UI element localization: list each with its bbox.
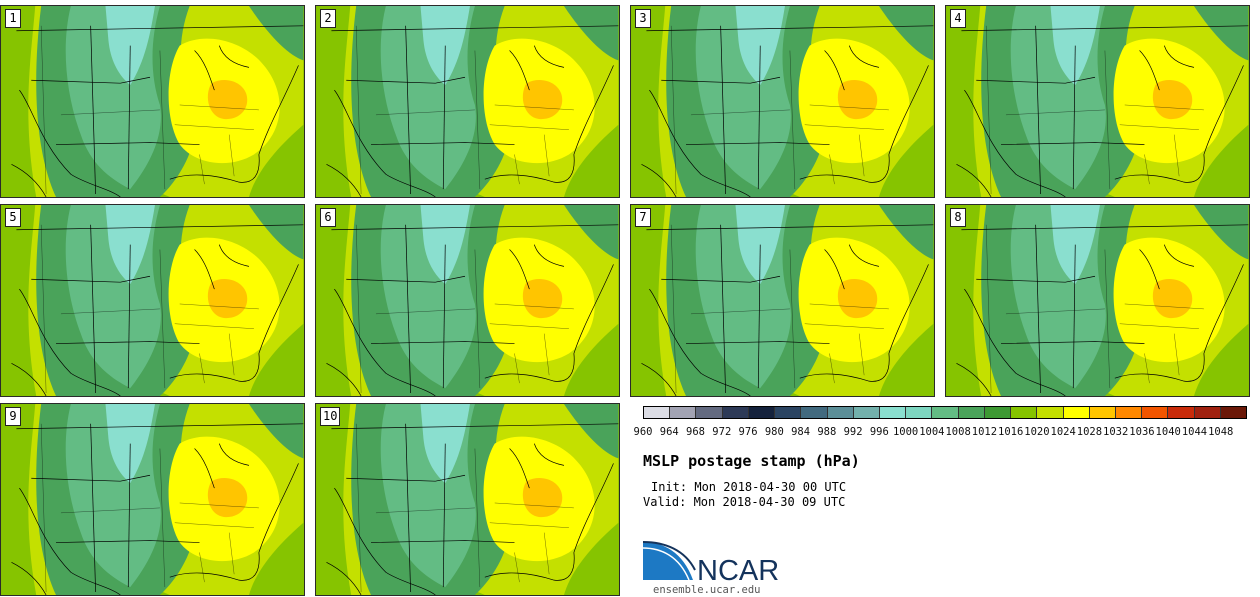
- colorbar-tick-label: 1012: [971, 426, 998, 438]
- colorbar-labels: 960 964 968 972 976 980 984 988 992 996 1000 1004 10…: [634, 426, 1247, 438]
- colorbar-tick-label: 1048: [1208, 426, 1234, 438]
- colorbar-tick-label: 992: [843, 426, 863, 438]
- colorbar-segment: [1011, 407, 1038, 418]
- colorbar-segment: [827, 407, 854, 418]
- map-panel-8: 8: [945, 204, 1250, 397]
- colorbar-tick-label: 1004: [919, 426, 945, 438]
- panel-number: 10: [320, 407, 341, 426]
- panel-number: 1: [5, 9, 21, 28]
- ncar-logo-arc: [643, 541, 696, 571]
- colorbar-tick-label: 1016: [997, 426, 1024, 438]
- colorbar-tick-label: 968: [686, 426, 705, 438]
- colorbar-segment: [879, 407, 907, 418]
- init-time: Init: Mon 2018-04-30 00 UTC: [651, 480, 847, 494]
- colorbar-tick-label: 984: [791, 426, 811, 438]
- colorbar-segment: [1089, 407, 1116, 418]
- ncar-logo: NCAR: [643, 541, 779, 584]
- colorbar-tick-label: 960: [633, 426, 653, 438]
- map-panel-7: 7: [630, 204, 935, 397]
- logo-url: ensemble.ucar.edu: [653, 584, 761, 596]
- map-panel-4: 4: [945, 5, 1250, 198]
- mslp-map: [1, 404, 304, 595]
- colorbar-segment: [1115, 407, 1143, 418]
- colorbar-tick-label: 964: [659, 426, 679, 438]
- panel-number: 3: [635, 9, 651, 28]
- mslp-map: [631, 6, 934, 197]
- colorbar-segment: [1037, 407, 1064, 418]
- colorbar-tick-label: 1044: [1181, 426, 1208, 438]
- colorbar-tick-label: 996: [869, 426, 889, 438]
- colorbar-tick-label: 1020: [1024, 426, 1050, 438]
- page-title: MSLP postage stamp (hPa): [643, 452, 860, 470]
- colorbar-segment: [801, 407, 828, 418]
- map-panel-3: 3: [630, 5, 935, 198]
- colorbar-tick-label: 976: [738, 426, 758, 438]
- colorbar-tick-label: 1000: [892, 426, 919, 438]
- pressure-colorbar: [643, 406, 1247, 419]
- colorbar-segment: [1142, 407, 1169, 418]
- colorbar-tick-label: 1036: [1129, 426, 1155, 438]
- mslp-map: [631, 205, 934, 396]
- panel-number: 2: [320, 9, 336, 28]
- colorbar-segment: [644, 407, 671, 418]
- panel-number: 8: [950, 208, 966, 227]
- map-panel-5: 5: [0, 204, 305, 397]
- panel-number: 6: [320, 208, 336, 227]
- colorbar-segment: [958, 407, 985, 418]
- panel-number: 5: [5, 208, 21, 227]
- colorbar-segment: [906, 407, 933, 418]
- colorbar-segment: [853, 407, 880, 418]
- colorbar-segment: [1063, 407, 1090, 418]
- map-panel-6: 6: [315, 204, 620, 397]
- colorbar-segment: [1194, 407, 1221, 418]
- colorbar-segment: [984, 407, 1012, 418]
- mslp-map: [946, 6, 1249, 197]
- map-panel-9: 9: [0, 403, 305, 596]
- colorbar-tick-label: 1028: [1076, 426, 1103, 438]
- mslp-map: [316, 6, 619, 197]
- map-panel-2: 2: [315, 5, 620, 198]
- mslp-map: [316, 205, 619, 396]
- panel-number: 4: [950, 9, 966, 28]
- colorbar-tick-label: 1008: [945, 426, 971, 438]
- ncar-logo-arc-light: [643, 547, 690, 581]
- colorbar-segment: [670, 407, 697, 418]
- panel-number: 9: [5, 407, 21, 426]
- colorbar-tick-label: 1024: [1050, 426, 1076, 438]
- colorbar-tick-label: 1040: [1155, 426, 1181, 438]
- panel-number: 7: [635, 208, 651, 227]
- valid-time: Valid: Mon 2018-04-30 09 UTC: [643, 495, 846, 509]
- mslp-map: [1, 6, 304, 197]
- colorbar-tick-label: 980: [764, 426, 784, 438]
- map-panel-10: 10: [315, 403, 620, 596]
- colorbar-segment: [696, 407, 723, 418]
- colorbar-segment: [722, 407, 749, 418]
- mslp-map: [946, 205, 1249, 396]
- ncar-logo-swoosh: [643, 542, 693, 580]
- colorbar-segment: [932, 407, 959, 418]
- colorbar-segment: [1220, 407, 1247, 418]
- colorbar-tick-label: 1032: [1103, 426, 1129, 438]
- colorbar-segment: [748, 407, 776, 418]
- map-panel-1: 1: [0, 5, 305, 198]
- colorbar-tick-label: 988: [817, 426, 837, 438]
- colorbar-segment: [775, 407, 802, 418]
- ncar-logo-text: NCAR: [697, 555, 779, 584]
- colorbar-tick-label: 972: [712, 426, 732, 438]
- colorbar-segment: [1168, 407, 1195, 418]
- mslp-map: [1, 205, 304, 396]
- mslp-map: [316, 404, 619, 595]
